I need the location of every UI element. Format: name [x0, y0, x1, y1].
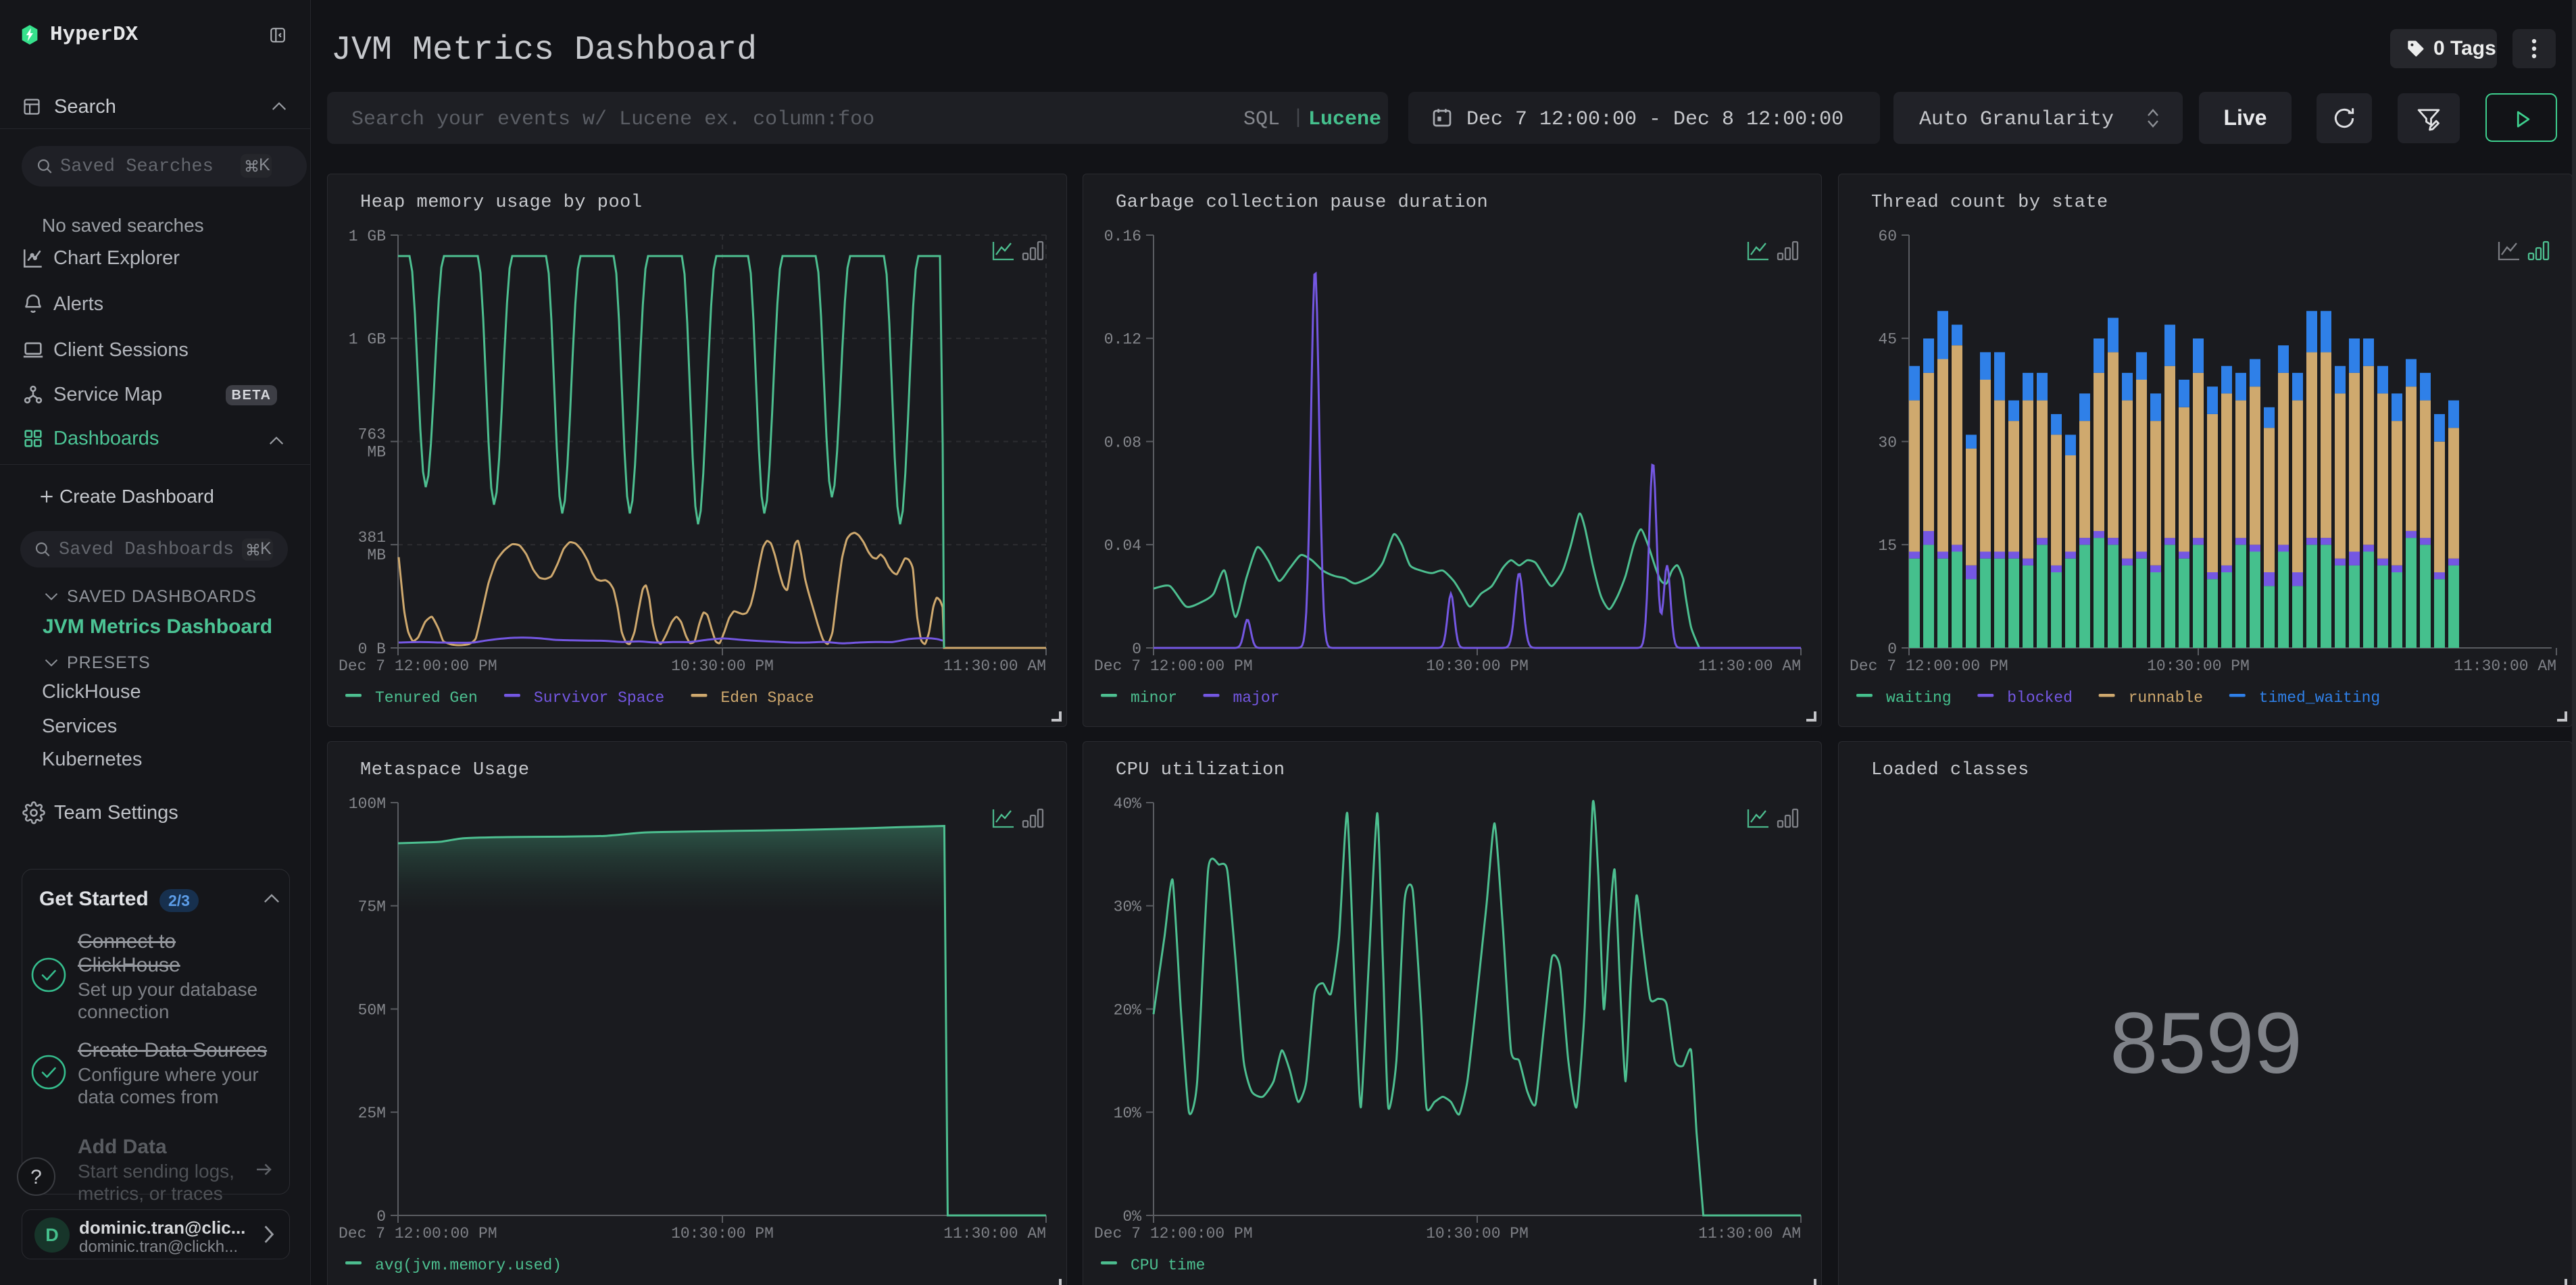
- svg-text:763: 763: [358, 426, 386, 444]
- svg-text:major: major: [1233, 689, 1280, 707]
- svg-text:0.12: 0.12: [1104, 331, 1141, 349]
- svg-text:Survivor Space: Survivor Space: [534, 689, 664, 707]
- svg-text:0.16: 0.16: [1104, 228, 1141, 245]
- svg-text:10%: 10%: [1114, 1105, 1142, 1122]
- svg-text:20%: 20%: [1114, 1002, 1142, 1019]
- svg-text:Metaspace Usage: Metaspace Usage: [360, 760, 530, 780]
- svg-text:0: 0: [376, 1208, 386, 1226]
- svg-text:Dec 7 12:00:00 PM: Dec 7 12:00:00 PM: [339, 1225, 497, 1242]
- svg-text:Heap memory usage by pool: Heap memory usage by pool: [360, 193, 643, 213]
- svg-text:CPU utilization: CPU utilization: [1116, 760, 1285, 780]
- svg-text:0.04: 0.04: [1104, 537, 1141, 555]
- svg-text:11:30:00 AM: 11:30:00 AM: [943, 1225, 1046, 1242]
- svg-text:50M: 50M: [358, 1002, 386, 1019]
- svg-text:10:30:00 PM: 10:30:00 PM: [671, 657, 774, 675]
- svg-text:avg(jvm.memory.used): avg(jvm.memory.used): [375, 1257, 562, 1274]
- svg-text:Dec 7 12:00:00 PM: Dec 7 12:00:00 PM: [1094, 1225, 1253, 1242]
- svg-text:11:30:00 AM: 11:30:00 AM: [1698, 657, 1801, 675]
- svg-text:Thread count by state: Thread count by state: [1871, 193, 2108, 213]
- svg-text:10:30:00 PM: 10:30:00 PM: [1426, 1225, 1529, 1242]
- svg-text:11:30:00 AM: 11:30:00 AM: [2454, 657, 2556, 675]
- svg-text:0%: 0%: [1122, 1208, 1141, 1226]
- svg-text:Dec 7 12:00:00 PM: Dec 7 12:00:00 PM: [1850, 657, 2008, 675]
- svg-text:11:30:00 AM: 11:30:00 AM: [943, 657, 1046, 675]
- svg-text:10:30:00 PM: 10:30:00 PM: [2147, 657, 2250, 675]
- svg-text:Garbage collection pause durat: Garbage collection pause duration: [1116, 193, 1488, 213]
- svg-text:blocked: blocked: [2007, 689, 2073, 707]
- svg-text:Eden Space: Eden Space: [721, 689, 814, 707]
- svg-text:30%: 30%: [1114, 899, 1142, 916]
- svg-text:runnable: runnable: [2129, 689, 2203, 707]
- svg-text:75M: 75M: [358, 899, 386, 916]
- svg-text:MB: MB: [367, 444, 386, 461]
- svg-text:Dec 7 12:00:00 PM: Dec 7 12:00:00 PM: [339, 657, 497, 675]
- svg-text:25M: 25M: [358, 1105, 386, 1122]
- svg-text:45: 45: [1878, 331, 1897, 349]
- svg-text:0.08: 0.08: [1104, 434, 1141, 452]
- svg-text:1 GB: 1 GB: [349, 331, 386, 349]
- svg-text:0 B: 0 B: [358, 640, 386, 658]
- svg-text:CPU time: CPU time: [1131, 1257, 1205, 1274]
- svg-text:Loaded classes: Loaded classes: [1871, 760, 2029, 780]
- svg-text:0: 0: [1887, 640, 1897, 658]
- svg-text:40%: 40%: [1114, 795, 1142, 813]
- svg-text:timed_waiting: timed_waiting: [2259, 689, 2380, 707]
- svg-text:10:30:00 PM: 10:30:00 PM: [1426, 657, 1529, 675]
- svg-text:60: 60: [1878, 228, 1897, 245]
- svg-text:10:30:00 PM: 10:30:00 PM: [671, 1225, 774, 1242]
- svg-text:1 GB: 1 GB: [349, 228, 386, 245]
- svg-text:100M: 100M: [349, 795, 386, 813]
- svg-text:0: 0: [1132, 640, 1141, 658]
- svg-text:15: 15: [1878, 537, 1897, 555]
- svg-text:Tenured Gen: Tenured Gen: [375, 689, 478, 707]
- svg-text:waiting: waiting: [1886, 689, 1952, 707]
- svg-text:Dec 7 12:00:00 PM: Dec 7 12:00:00 PM: [1094, 657, 1253, 675]
- svg-text:30: 30: [1878, 434, 1897, 452]
- svg-text:MB: MB: [367, 547, 386, 564]
- svg-text:381: 381: [358, 529, 386, 547]
- svg-text:minor: minor: [1131, 689, 1177, 707]
- svg-text:11:30:00 AM: 11:30:00 AM: [1698, 1225, 1801, 1242]
- svg-text:8599: 8599: [2110, 995, 2302, 1092]
